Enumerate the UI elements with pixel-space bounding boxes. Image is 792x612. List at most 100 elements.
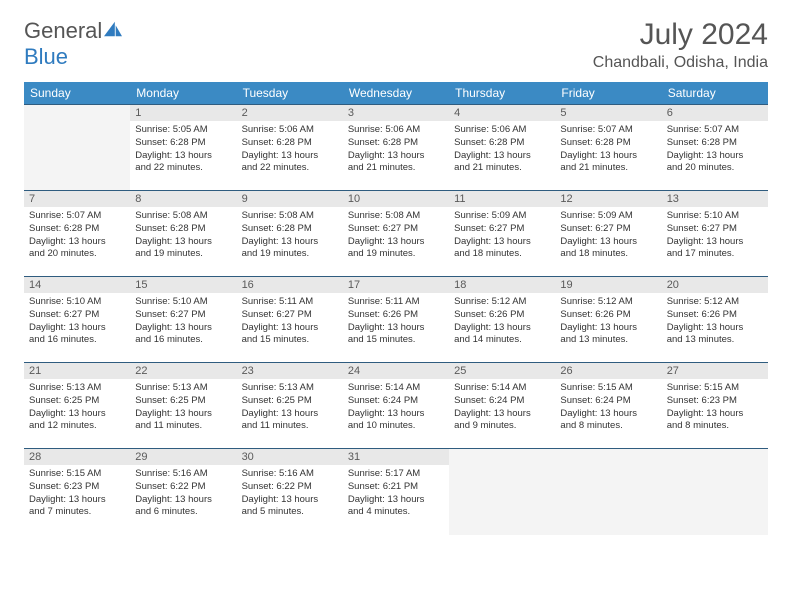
- calendar-cell: 29Sunrise: 5:16 AMSunset: 6:22 PMDayligh…: [130, 449, 236, 535]
- calendar-cell: 17Sunrise: 5:11 AMSunset: 6:26 PMDayligh…: [343, 277, 449, 363]
- day-day1: Daylight: 13 hours: [560, 150, 656, 163]
- day-body: Sunrise: 5:11 AMSunset: 6:27 PMDaylight:…: [237, 293, 343, 351]
- weekday-header: Tuesday: [237, 82, 343, 105]
- day-day1: Daylight: 13 hours: [29, 494, 125, 507]
- day-day1: Daylight: 13 hours: [667, 408, 763, 421]
- day-number: 23: [237, 363, 343, 379]
- day-sunrise: Sunrise: 5:08 AM: [242, 210, 338, 223]
- day-day1: Daylight: 13 hours: [348, 150, 444, 163]
- day-day1: Daylight: 13 hours: [242, 408, 338, 421]
- calendar-cell: 28Sunrise: 5:15 AMSunset: 6:23 PMDayligh…: [24, 449, 130, 535]
- day-day2: and 19 minutes.: [242, 248, 338, 261]
- day-sunrise: Sunrise: 5:06 AM: [454, 124, 550, 137]
- calendar-cell: 27Sunrise: 5:15 AMSunset: 6:23 PMDayligh…: [662, 363, 768, 449]
- day-number: 22: [130, 363, 236, 379]
- day-number: 29: [130, 449, 236, 465]
- day-body: Sunrise: 5:12 AMSunset: 6:26 PMDaylight:…: [449, 293, 555, 351]
- day-body: Sunrise: 5:09 AMSunset: 6:27 PMDaylight:…: [555, 207, 661, 265]
- day-sunrise: Sunrise: 5:11 AM: [348, 296, 444, 309]
- calendar-cell: 24Sunrise: 5:14 AMSunset: 6:24 PMDayligh…: [343, 363, 449, 449]
- day-number: 12: [555, 191, 661, 207]
- day-number: 9: [237, 191, 343, 207]
- day-sunrise: Sunrise: 5:05 AM: [135, 124, 231, 137]
- day-sunrise: Sunrise: 5:17 AM: [348, 468, 444, 481]
- day-sunrise: Sunrise: 5:09 AM: [454, 210, 550, 223]
- day-sunset: Sunset: 6:28 PM: [242, 223, 338, 236]
- calendar-cell: 9Sunrise: 5:08 AMSunset: 6:28 PMDaylight…: [237, 191, 343, 277]
- day-sunrise: Sunrise: 5:13 AM: [29, 382, 125, 395]
- day-day2: and 13 minutes.: [560, 334, 656, 347]
- weekday-header: Sunday: [24, 82, 130, 105]
- day-day2: and 22 minutes.: [135, 162, 231, 175]
- day-sunset: Sunset: 6:24 PM: [348, 395, 444, 408]
- day-day2: and 15 minutes.: [348, 334, 444, 347]
- day-sunset: Sunset: 6:27 PM: [348, 223, 444, 236]
- day-sunset: Sunset: 6:25 PM: [135, 395, 231, 408]
- calendar-cell: 18Sunrise: 5:12 AMSunset: 6:26 PMDayligh…: [449, 277, 555, 363]
- day-sunset: Sunset: 6:26 PM: [560, 309, 656, 322]
- day-day2: and 16 minutes.: [29, 334, 125, 347]
- calendar-cell: 14Sunrise: 5:10 AMSunset: 6:27 PMDayligh…: [24, 277, 130, 363]
- logo-general: General: [24, 18, 102, 43]
- day-sunset: Sunset: 6:21 PM: [348, 481, 444, 494]
- day-sunset: Sunset: 6:28 PM: [242, 137, 338, 150]
- day-sunrise: Sunrise: 5:10 AM: [135, 296, 231, 309]
- day-sunrise: Sunrise: 5:07 AM: [667, 124, 763, 137]
- day-body: Sunrise: 5:05 AMSunset: 6:28 PMDaylight:…: [130, 121, 236, 179]
- day-day1: Daylight: 13 hours: [242, 322, 338, 335]
- day-body: Sunrise: 5:10 AMSunset: 6:27 PMDaylight:…: [130, 293, 236, 351]
- calendar-cell: [555, 449, 661, 535]
- weekday-header: Thursday: [449, 82, 555, 105]
- calendar-cell: 13Sunrise: 5:10 AMSunset: 6:27 PMDayligh…: [662, 191, 768, 277]
- day-number: 18: [449, 277, 555, 293]
- day-number: 26: [555, 363, 661, 379]
- day-sunset: Sunset: 6:28 PM: [348, 137, 444, 150]
- day-day1: Daylight: 13 hours: [454, 322, 550, 335]
- day-body: Sunrise: 5:15 AMSunset: 6:23 PMDaylight:…: [662, 379, 768, 437]
- day-sunset: Sunset: 6:24 PM: [560, 395, 656, 408]
- day-day2: and 18 minutes.: [454, 248, 550, 261]
- day-sunrise: Sunrise: 5:12 AM: [560, 296, 656, 309]
- calendar-week: 7Sunrise: 5:07 AMSunset: 6:28 PMDaylight…: [24, 191, 768, 277]
- weekday-header: Wednesday: [343, 82, 449, 105]
- day-sunset: Sunset: 6:25 PM: [29, 395, 125, 408]
- calendar-cell: 21Sunrise: 5:13 AMSunset: 6:25 PMDayligh…: [24, 363, 130, 449]
- day-day2: and 11 minutes.: [135, 420, 231, 433]
- day-day1: Daylight: 13 hours: [135, 150, 231, 163]
- day-sunrise: Sunrise: 5:14 AM: [348, 382, 444, 395]
- day-body: Sunrise: 5:12 AMSunset: 6:26 PMDaylight:…: [662, 293, 768, 351]
- day-body: Sunrise: 5:11 AMSunset: 6:26 PMDaylight:…: [343, 293, 449, 351]
- day-sunrise: Sunrise: 5:14 AM: [454, 382, 550, 395]
- day-sunrise: Sunrise: 5:15 AM: [667, 382, 763, 395]
- day-sunrise: Sunrise: 5:06 AM: [242, 124, 338, 137]
- day-day1: Daylight: 13 hours: [560, 322, 656, 335]
- day-sunset: Sunset: 6:28 PM: [560, 137, 656, 150]
- day-day1: Daylight: 13 hours: [29, 322, 125, 335]
- calendar-cell: 31Sunrise: 5:17 AMSunset: 6:21 PMDayligh…: [343, 449, 449, 535]
- day-number: 31: [343, 449, 449, 465]
- day-day2: and 6 minutes.: [135, 506, 231, 519]
- day-day1: Daylight: 13 hours: [135, 408, 231, 421]
- day-day2: and 18 minutes.: [560, 248, 656, 261]
- day-body: Sunrise: 5:09 AMSunset: 6:27 PMDaylight:…: [449, 207, 555, 265]
- calendar-cell: 26Sunrise: 5:15 AMSunset: 6:24 PMDayligh…: [555, 363, 661, 449]
- logo-text: GeneralBlue: [24, 18, 124, 70]
- day-day1: Daylight: 13 hours: [242, 494, 338, 507]
- day-day2: and 19 minutes.: [348, 248, 444, 261]
- logo: GeneralBlue: [24, 18, 124, 70]
- day-number: 20: [662, 277, 768, 293]
- calendar-cell: 12Sunrise: 5:09 AMSunset: 6:27 PMDayligh…: [555, 191, 661, 277]
- day-body: Sunrise: 5:06 AMSunset: 6:28 PMDaylight:…: [449, 121, 555, 179]
- day-day1: Daylight: 13 hours: [667, 150, 763, 163]
- day-body: Sunrise: 5:14 AMSunset: 6:24 PMDaylight:…: [449, 379, 555, 437]
- day-day1: Daylight: 13 hours: [560, 408, 656, 421]
- logo-blue: Blue: [24, 44, 68, 69]
- day-day1: Daylight: 13 hours: [135, 322, 231, 335]
- day-day1: Daylight: 13 hours: [348, 236, 444, 249]
- day-body: Sunrise: 5:15 AMSunset: 6:24 PMDaylight:…: [555, 379, 661, 437]
- day-sunset: Sunset: 6:22 PM: [135, 481, 231, 494]
- day-number: 7: [24, 191, 130, 207]
- sail-icon: [102, 20, 124, 38]
- day-day2: and 21 minutes.: [348, 162, 444, 175]
- day-sunset: Sunset: 6:26 PM: [667, 309, 763, 322]
